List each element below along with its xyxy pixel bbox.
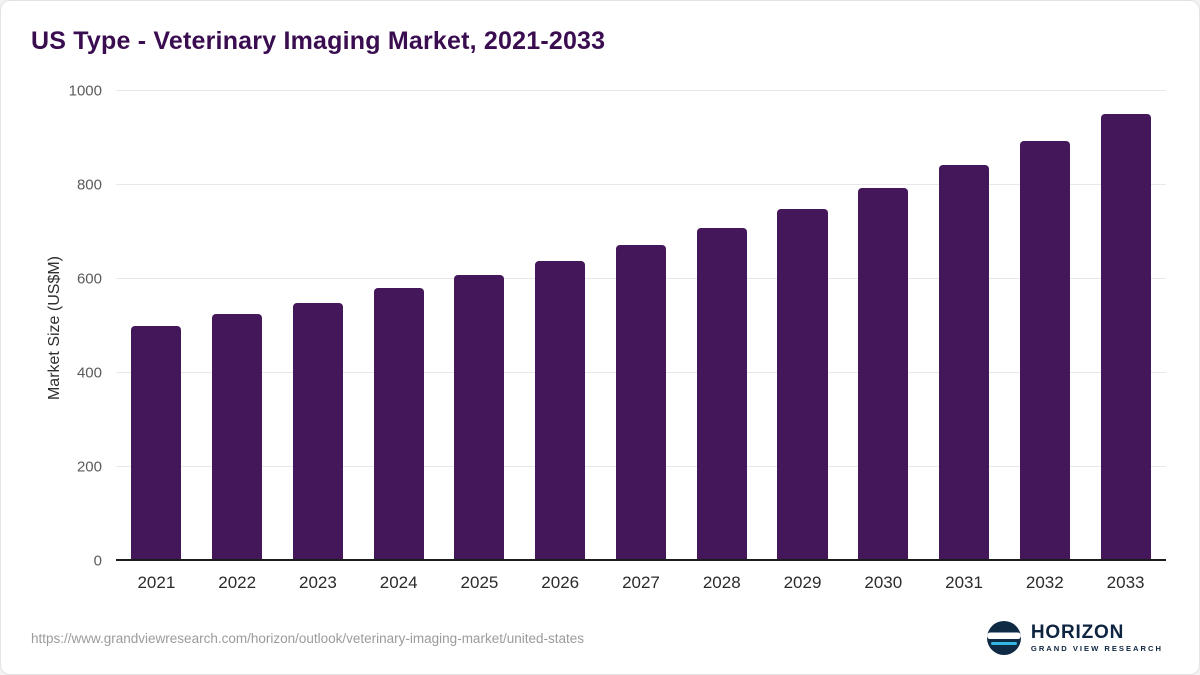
bar-2033 xyxy=(1100,113,1151,561)
bar-slot-2028 xyxy=(681,91,762,561)
bar-2029 xyxy=(777,208,828,561)
bar-2022 xyxy=(212,314,263,561)
bar-slot-2023 xyxy=(278,91,359,561)
bar-2027 xyxy=(615,245,666,561)
bar-2028 xyxy=(696,227,747,561)
y-tick-label-600: 600 xyxy=(76,270,102,288)
bar-2025 xyxy=(454,275,505,561)
x-tick-label-2024: 2024 xyxy=(379,573,418,592)
x-tick-label-2026: 2026 xyxy=(541,573,580,592)
y-tick-label-0: 0 xyxy=(93,552,102,570)
x-tick-label-2032: 2032 xyxy=(1025,573,1064,592)
bar-slot-2026 xyxy=(520,91,601,561)
gridline-0 xyxy=(116,559,1166,561)
y-tick-label-800: 800 xyxy=(76,176,102,194)
x-tick-label-2029: 2029 xyxy=(783,573,822,592)
x-tick-label-2022: 2022 xyxy=(218,573,257,592)
logo-name: HORIZON xyxy=(1030,622,1125,644)
bar-2023 xyxy=(292,302,343,561)
bar-slot-2021 xyxy=(116,91,197,561)
x-tick-label-2027: 2027 xyxy=(622,573,660,592)
brand-logo: HORIZON GRAND VIEW RESEARCH xyxy=(986,620,1163,656)
y-tick-label-1000: 1000 xyxy=(68,82,102,100)
bar-2024 xyxy=(373,288,424,561)
bar-2032 xyxy=(1019,141,1070,561)
y-axis-title: Market Size (US$M) xyxy=(46,255,63,401)
logo-subtitle: GRAND VIEW RESEARCH xyxy=(1030,643,1163,653)
chart-title: US Type - Veterinary Imaging Market, 202… xyxy=(31,27,606,55)
bar-slot-2022 xyxy=(197,91,278,561)
bar-slot-2032 xyxy=(1004,91,1085,561)
bars xyxy=(116,91,1166,561)
x-tick-label-2033: 2033 xyxy=(1106,573,1145,592)
x-tick-label-2030: 2030 xyxy=(864,573,903,592)
plot-area: 0 200 400 600 800 1000 xyxy=(69,83,1166,570)
x-axis-labels: 2021 2022 2023 2024 2025 2026 2027 2028 2029 2030… xyxy=(116,573,1166,593)
bar-slot-2033 xyxy=(1085,91,1166,561)
bar-slot-2027 xyxy=(601,91,682,561)
horizon-circle-icon xyxy=(986,621,1021,655)
x-tick-label-2021: 2021 xyxy=(137,573,176,592)
x-tick-label-2031: 2031 xyxy=(945,573,983,592)
gridline-800 xyxy=(116,184,1166,185)
bar-2031 xyxy=(939,165,990,561)
bar-slot-2024 xyxy=(358,91,439,561)
gridline-1000 xyxy=(116,90,1166,91)
bar-slot-2031 xyxy=(924,91,1005,561)
bar-slot-2030 xyxy=(843,91,924,561)
bar-2026 xyxy=(535,261,586,561)
bar-slot-2029 xyxy=(762,91,843,561)
x-tick-label-2028: 2028 xyxy=(702,573,741,592)
bar-2030 xyxy=(858,187,909,561)
bar-slot-2025 xyxy=(439,91,520,561)
y-tick-label-400: 400 xyxy=(76,364,102,382)
bar-2021 xyxy=(131,325,182,561)
x-tick-label-2023: 2023 xyxy=(299,573,337,592)
x-tick-label-2025: 2025 xyxy=(460,573,499,592)
y-tick-label-200: 200 xyxy=(76,458,102,476)
logo-text: HORIZON GRAND VIEW RESEARCH xyxy=(1031,623,1163,653)
source-url: https://www.grandviewresearch.com/horizo… xyxy=(31,631,584,646)
